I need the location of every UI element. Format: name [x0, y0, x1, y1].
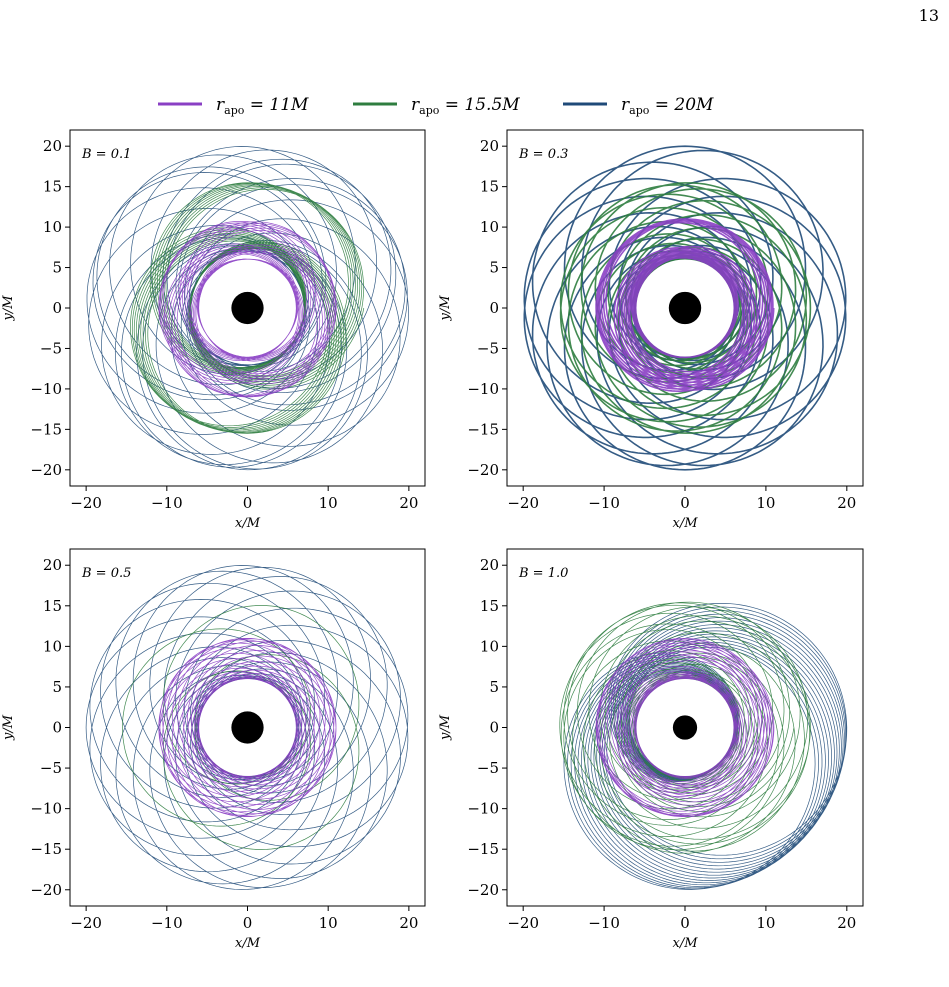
y-tick-label: 5	[489, 259, 499, 277]
black-hole	[668, 291, 702, 325]
y-tick-label: 15	[43, 597, 62, 615]
y-tick-label: 15	[43, 178, 62, 196]
y-tick-label: −15	[30, 420, 62, 438]
x-axis-label: x/M	[235, 936, 261, 951]
y-tick-label: 20	[43, 556, 62, 574]
x-tick-label: −20	[507, 914, 539, 932]
y-tick-label: 5	[52, 678, 62, 696]
legend-item: rapo = 20M	[563, 95, 714, 117]
y-tick-label: 0	[489, 299, 499, 317]
panel-label: B = 0.5	[81, 566, 131, 581]
y-tick-label: −20	[467, 881, 499, 899]
y-tick-label: 0	[52, 299, 62, 317]
panel: −20 −10 0 10 20 −20 −15 −10 −5 0 5 10 15 20 x/M y/M B = …	[1, 129, 426, 531]
x-tick-label: −20	[70, 914, 102, 932]
x-tick-label: −10	[588, 914, 620, 932]
y-tick-label: −5	[477, 339, 499, 357]
y-tick-label: −20	[30, 881, 62, 899]
y-tick-label: 20	[43, 137, 62, 155]
y-tick-label: −15	[467, 840, 499, 858]
x-tick-label: 0	[680, 914, 690, 932]
y-tick-label: 10	[480, 218, 499, 236]
y-tick-label: −10	[467, 800, 499, 818]
y-tick-label: −5	[40, 759, 62, 777]
x-tick-label: 20	[399, 914, 418, 932]
y-tick-label: 5	[52, 259, 62, 277]
orbit-line	[595, 218, 775, 392]
y-tick-label: −10	[467, 380, 499, 398]
panel-label: B = 0.3	[518, 147, 568, 162]
x-tick-label: 20	[837, 494, 856, 512]
x-axis-label: x/M	[672, 516, 698, 531]
y-tick-label: 10	[43, 637, 62, 655]
x-tick-label: 0	[680, 494, 690, 512]
legend: rapo = 11M rapo = 15.5M rapo = 20M	[158, 95, 714, 117]
black-hole	[231, 291, 264, 325]
x-tick-label: 10	[756, 494, 775, 512]
x-tick-label: −10	[151, 494, 183, 512]
legend-item: rapo = 15.5M	[353, 95, 520, 117]
x-tick-label: 10	[756, 914, 775, 932]
x-tick-label: −20	[507, 494, 539, 512]
orbit-line	[158, 220, 337, 398]
y-tick-label: 20	[480, 556, 499, 574]
y-tick-label: 0	[489, 719, 499, 737]
x-axis-label: x/M	[235, 516, 261, 531]
y-tick-label: −15	[467, 420, 499, 438]
plot-area	[86, 146, 409, 471]
plot-area	[559, 601, 848, 890]
y-tick-label: −20	[30, 461, 62, 479]
orbit-line	[563, 603, 848, 890]
x-tick-label: 20	[837, 914, 856, 932]
y-tick-label: −5	[40, 339, 62, 357]
panels: −20 −10 0 10 20 −20 −15 −10 −5 0 5 10 15 20 x/M y/M B = …	[1, 129, 864, 951]
panel-label: B = 1.0	[518, 566, 568, 581]
y-tick-label: 20	[480, 137, 499, 155]
y-tick-label: −10	[30, 380, 62, 398]
x-tick-label: −10	[151, 914, 183, 932]
y-tick-label: 15	[480, 178, 499, 196]
x-tick-label: −20	[70, 494, 102, 512]
panel: −20 −10 0 10 20 −20 −15 −10 −5 0 5 10 15 20 x/M y/M B = …	[438, 548, 864, 951]
y-tick-label: −20	[467, 461, 499, 479]
panel-label: B = 0.1	[81, 147, 131, 162]
legend-label: rapo = 20M	[621, 95, 714, 117]
y-axis-label: y/M	[1, 295, 16, 322]
legend-item: rapo = 11M	[158, 95, 309, 117]
x-tick-label: 0	[243, 494, 253, 512]
black-hole	[672, 715, 698, 740]
orbit-line	[158, 637, 337, 818]
x-tick-label: 10	[319, 914, 338, 932]
x-tick-label: −10	[588, 494, 620, 512]
y-tick-label: −10	[30, 800, 62, 818]
y-tick-label: −15	[30, 840, 62, 858]
plot-area	[523, 145, 847, 471]
legend-label: rapo = 11M	[216, 95, 309, 117]
y-tick-label: 15	[480, 597, 499, 615]
y-tick-label: 0	[52, 719, 62, 737]
y-tick-label: 5	[489, 678, 499, 696]
y-axis-label: y/M	[1, 714, 16, 741]
x-tick-label: 10	[319, 494, 338, 512]
x-tick-label: 20	[399, 494, 418, 512]
panel: −20 −10 0 10 20 −20 −15 −10 −5 0 5 10 15 20 x/M y/M B = …	[1, 548, 426, 951]
x-axis-label: x/M	[672, 936, 698, 951]
y-axis-label: y/M	[438, 295, 453, 322]
plot-area	[85, 565, 409, 890]
legend-label: rapo = 15.5M	[411, 95, 520, 117]
black-hole	[231, 711, 264, 744]
orbit-line	[86, 146, 409, 471]
y-axis-label: y/M	[438, 714, 453, 741]
y-tick-label: 10	[43, 218, 62, 236]
x-tick-label: 0	[243, 914, 253, 932]
page-number: 13	[918, 6, 939, 25]
y-tick-label: −5	[477, 759, 499, 777]
orbit-line	[595, 638, 775, 818]
panel: −20 −10 0 10 20 −20 −15 −10 −5 0 5 10 15 20 x/M y/M B = …	[438, 129, 864, 531]
y-tick-label: 10	[480, 637, 499, 655]
